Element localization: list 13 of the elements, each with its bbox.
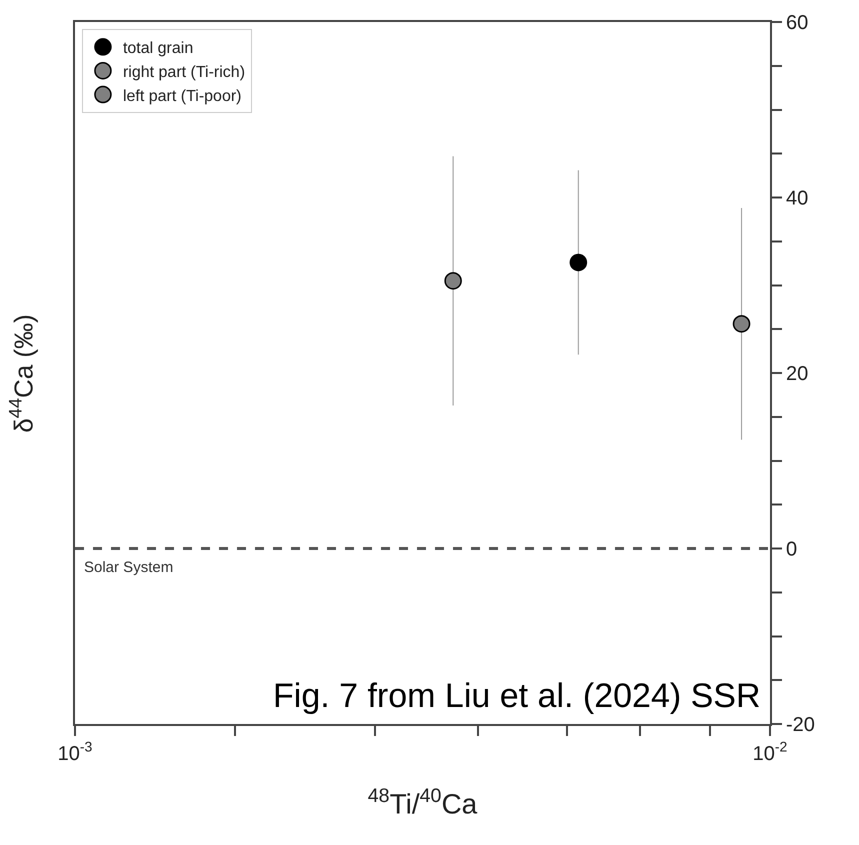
y-tick-label: 40	[786, 188, 808, 210]
x-tick-label: 10$^{-2}$	[752, 738, 788, 765]
y-tick-label: 60	[786, 12, 808, 34]
y-tick-label: 20	[786, 363, 808, 385]
y-tick-label: -20	[786, 714, 815, 736]
legend-label: right part (Ti-rich)	[122, 64, 246, 81]
y-tick-label: 0	[786, 538, 798, 560]
legend-label: left part (Ti-poor)	[122, 88, 242, 105]
x-tick-label: 10$^{-3}$	[58, 738, 93, 765]
legend-label: total grain	[122, 40, 194, 58]
ref-line-label: Solar System	[84, 559, 174, 576]
annotation: Fig. 7 from Liu et al. (2024) SSR	[273, 677, 761, 715]
x-axis-title: $^{48}$Ti/$^{40}$Ca	[368, 784, 478, 820]
